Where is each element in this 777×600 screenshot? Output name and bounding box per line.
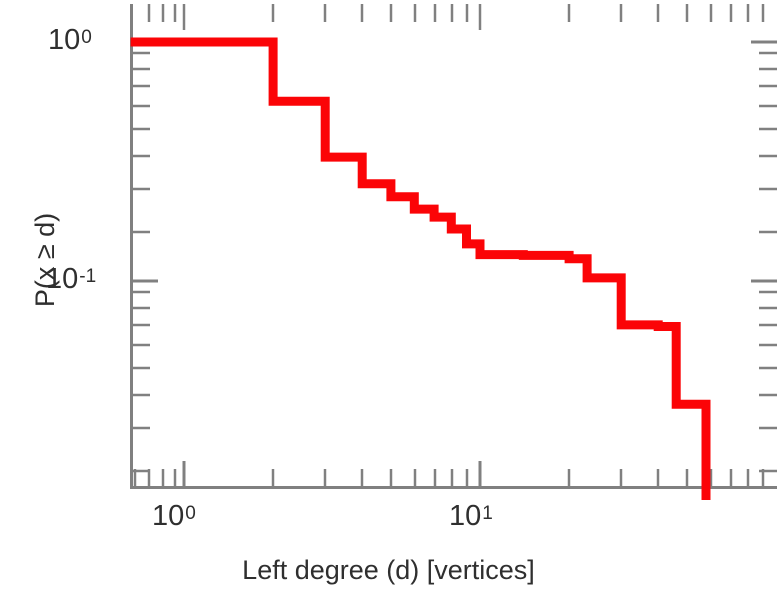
right-axis-ticks bbox=[751, 40, 777, 473]
x-tick-mantissa: 10 bbox=[152, 500, 185, 532]
top-axis-ticks bbox=[147, 4, 765, 30]
y-axis-label: P(x ≥ d) bbox=[30, 212, 60, 308]
y-tick-exponent: 0 bbox=[81, 26, 92, 48]
y-tick-mantissa: 10 bbox=[46, 263, 79, 295]
x-axis-ticks bbox=[133, 461, 765, 487]
y-tick-label-1e-1: 10-1 bbox=[46, 263, 96, 296]
axis-spines bbox=[130, 4, 777, 489]
x-axis-label: Left degree (d) [vertices] bbox=[242, 555, 535, 585]
y-tick-exponent: -1 bbox=[79, 265, 97, 287]
y-tick-mantissa: 10 bbox=[48, 24, 81, 56]
x-tick-exponent: 0 bbox=[185, 502, 196, 524]
y-axis-ticks bbox=[132, 40, 158, 473]
x-tick-label-1e0: 100 bbox=[152, 500, 196, 533]
ccdf-step-curve bbox=[130, 37, 711, 500]
x-tick-mantissa: 10 bbox=[449, 500, 482, 532]
y-axis-label-container: P(x ≥ d) bbox=[25, 10, 65, 510]
x-tick-label-1e1: 101 bbox=[449, 500, 493, 533]
y-tick-label-1e0: 100 bbox=[48, 24, 92, 57]
x-tick-exponent: 1 bbox=[482, 502, 493, 524]
